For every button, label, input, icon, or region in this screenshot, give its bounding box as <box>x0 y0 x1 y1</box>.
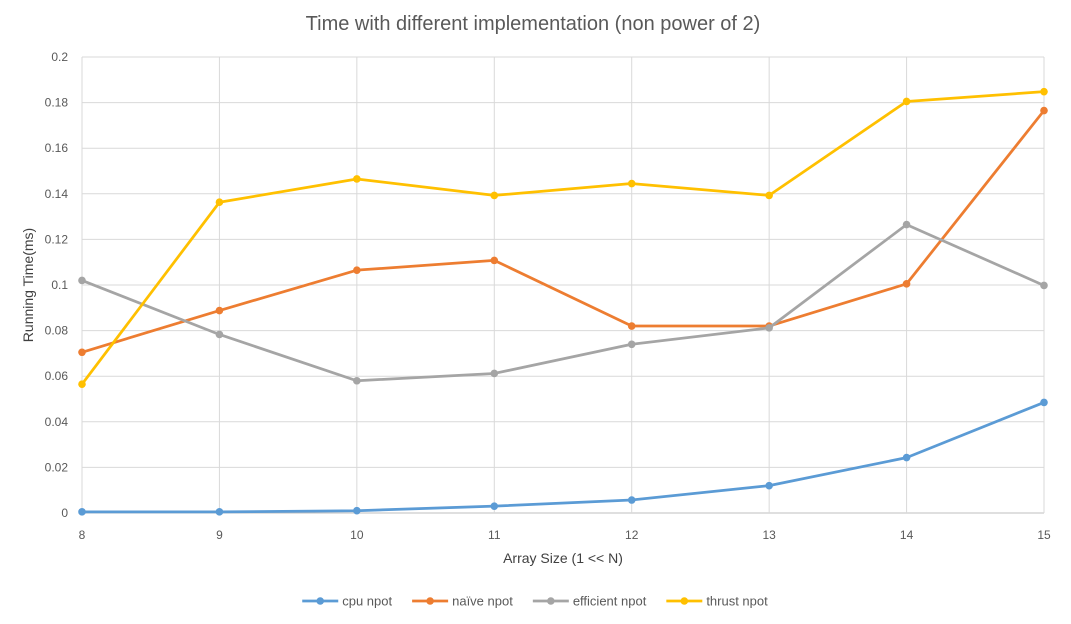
series-na-ve-npot <box>78 106 1048 357</box>
data-point <box>765 191 773 200</box>
data-point <box>215 198 224 207</box>
data-point <box>1040 87 1048 96</box>
y-tick-label: 0.2 <box>51 50 68 64</box>
legend-label: efficient npot <box>573 594 647 609</box>
data-point <box>1040 398 1048 407</box>
y-tick-label: 0.14 <box>45 187 69 201</box>
x-tick-label: 9 <box>216 528 223 542</box>
legend-marker <box>316 597 325 605</box>
legend-marker <box>426 597 434 605</box>
data-point <box>627 340 636 349</box>
y-tick-label: 0.18 <box>45 96 69 110</box>
chart-title: Time with different implementation (non … <box>306 13 761 35</box>
data-point <box>765 324 773 332</box>
data-point <box>627 322 636 330</box>
x-tick-label: 12 <box>625 528 639 542</box>
y-tick-label: 0.04 <box>45 415 69 429</box>
data-point <box>490 369 499 378</box>
data-point <box>1040 106 1048 115</box>
y-tick-label: 0.16 <box>45 141 69 155</box>
y-tick-label: 0.06 <box>45 369 69 383</box>
x-tick-label: 13 <box>762 528 776 542</box>
x-tick-label: 11 <box>488 528 501 542</box>
legend-item: efficient npot <box>532 594 647 609</box>
data-point <box>215 306 224 315</box>
data-point <box>353 506 361 515</box>
x-tick-label: 8 <box>79 528 86 542</box>
data-point <box>902 220 911 229</box>
series-line <box>80 90 1046 386</box>
series-line <box>80 223 1046 383</box>
legend-item: naïve npot <box>412 594 513 609</box>
data-point <box>627 496 636 504</box>
legend-marker <box>547 597 555 605</box>
legend-label: naïve npot <box>452 594 513 609</box>
x-tick-label: 15 <box>1037 528 1051 542</box>
data-point <box>78 348 86 357</box>
legend-label: cpu npot <box>342 594 392 609</box>
x-tick-label: 14 <box>900 528 914 542</box>
y-tick-label: 0.08 <box>45 324 69 338</box>
series-line <box>80 401 1046 514</box>
series-lines <box>78 87 1048 516</box>
data-point <box>215 508 224 516</box>
data-point <box>490 502 499 510</box>
legend: cpu npot naïve npot efficient npot thrust n… <box>302 594 768 609</box>
legend-item: cpu npot <box>302 594 393 609</box>
y-tick-label: 0 <box>61 506 68 520</box>
y-tick-label: 0.12 <box>45 232 69 246</box>
data-point <box>353 266 361 274</box>
legend-label: thrust npot <box>706 594 768 609</box>
y-tick-label: 0.02 <box>45 460 69 474</box>
series-cpu-npot <box>78 398 1048 516</box>
y-axis-ticks: 0 0.02 0.04 0.06 0.08 0.1 0.12 0.14 0.16 0.18 0.2 <box>45 50 69 520</box>
y-axis-label: Running Time(ms) <box>20 228 36 342</box>
data-point <box>765 481 773 490</box>
data-point <box>902 453 911 462</box>
series-thrust-npot <box>78 87 1048 388</box>
x-axis-label: Array Size (1 << N) <box>503 550 623 566</box>
data-point <box>627 179 636 188</box>
data-point <box>78 276 86 285</box>
x-tick-label: 10 <box>350 528 364 542</box>
data-point <box>353 175 361 183</box>
data-point <box>902 97 911 106</box>
series-efficient-npot <box>78 220 1048 385</box>
data-point <box>353 376 361 385</box>
data-point <box>490 191 499 200</box>
data-point <box>78 508 86 516</box>
x-axis-ticks: 8 9 10 11 12 13 14 15 <box>79 528 1051 542</box>
legend-item: thrust npot <box>666 594 768 609</box>
data-point <box>78 380 86 388</box>
data-point <box>215 330 224 339</box>
data-point <box>490 256 499 265</box>
series-line <box>80 109 1046 354</box>
data-point <box>1040 281 1048 290</box>
data-point <box>902 280 911 288</box>
y-tick-label: 0.1 <box>51 278 68 292</box>
legend-marker <box>680 597 689 605</box>
